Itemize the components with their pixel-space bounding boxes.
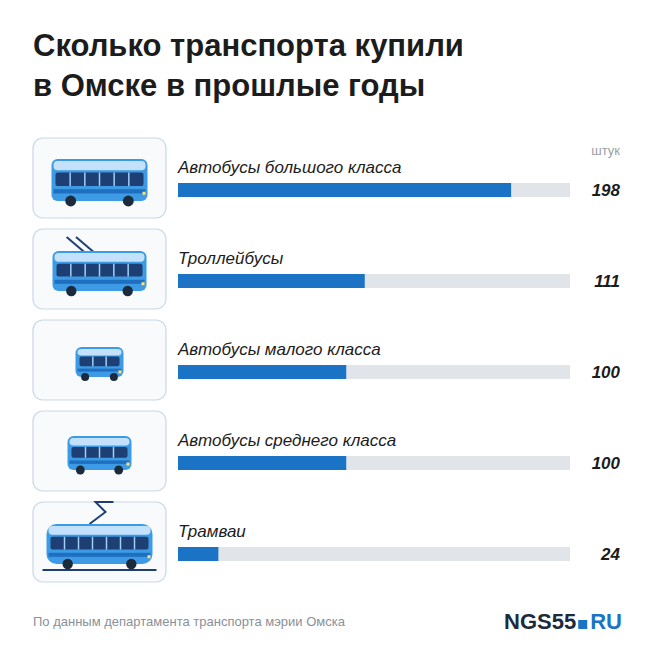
icon-roof: [70, 438, 130, 445]
icon-body: [68, 436, 132, 470]
logo-suffix: RU: [590, 609, 622, 634]
icon-body: [53, 251, 147, 291]
data-label: 100: [592, 363, 621, 382]
category-label: Автобусы малого класса: [177, 340, 381, 359]
icon-light: [142, 282, 145, 285]
icon-windows: [51, 537, 149, 550]
icon-wheel: [123, 286, 133, 296]
icon-window-sep: [70, 264, 72, 277]
icon: [33, 320, 166, 400]
icon-windows: [56, 172, 144, 185]
icon-window-sep: [127, 264, 129, 277]
icon-window-sep: [113, 264, 115, 277]
category-label: Автобусы среднего класса: [177, 431, 396, 450]
source: По данным департамента транспорта мэрии …: [33, 614, 346, 629]
icon-windows: [80, 357, 120, 367]
icon-window-sep: [99, 447, 101, 458]
icon-window-sep: [128, 172, 130, 185]
icon-window-sep: [113, 172, 115, 185]
icon-wheel: [76, 466, 85, 475]
icon-wheel: [62, 559, 72, 569]
bar: [178, 274, 365, 288]
icon-window-sep: [99, 172, 101, 185]
icon: [33, 229, 166, 309]
icon-wheel: [65, 196, 76, 207]
icon-stripe: [49, 553, 151, 557]
icon-wheel: [114, 466, 123, 475]
icon-light: [119, 370, 122, 373]
icon-wheel: [110, 373, 118, 381]
bar: [178, 456, 346, 470]
icon-window-sep: [134, 537, 136, 550]
bar: [178, 365, 346, 379]
icon-window-sep: [105, 357, 107, 367]
icon-pole: [76, 237, 95, 253]
icon: [33, 138, 166, 218]
chart: штук Автобусы большого класса 198 Троллейбу…: [0, 0, 656, 656]
logo: NGS55: [504, 609, 576, 634]
category-label: Трамваи: [178, 522, 246, 541]
icon-wheel: [66, 286, 76, 296]
icon-body: [52, 159, 148, 201]
bar-track: [178, 365, 570, 379]
icon-rail: [43, 569, 157, 571]
icon-window-sep: [92, 357, 94, 367]
icon-box: [33, 229, 166, 309]
data-label: 198: [592, 181, 621, 200]
icon-wheel: [123, 196, 134, 207]
data-label: 24: [600, 545, 620, 564]
bar-track: [178, 456, 570, 470]
icon-light: [148, 555, 151, 558]
icon-body: [47, 524, 153, 564]
icon-box: [33, 502, 166, 582]
bar-track: [178, 183, 570, 197]
logo-square: [578, 620, 587, 629]
icon-window-sep: [92, 537, 94, 550]
icon-roof: [54, 161, 146, 170]
data-label: 111: [594, 272, 620, 291]
icon: [33, 411, 166, 491]
icon-window-sep: [85, 447, 87, 458]
icon-box: [33, 138, 166, 218]
unit-label: штук: [591, 143, 620, 158]
bar-track: [178, 274, 570, 288]
icon-roof: [55, 253, 145, 262]
title: Сколько транспорта купили в Омске в прош…: [33, 26, 481, 106]
icon-window-sep: [84, 172, 86, 185]
icon-stripe: [70, 460, 130, 463]
icon-box: [33, 320, 166, 400]
icon-window-sep: [99, 264, 101, 277]
icon-window-sep: [84, 264, 86, 277]
icon-windows: [72, 447, 128, 458]
icon-window-sep: [106, 537, 108, 550]
icon-wheel: [126, 559, 136, 569]
icon-window-sep: [64, 537, 66, 550]
icon-roof: [49, 526, 151, 535]
bar: [178, 183, 511, 197]
icon-window-sep: [120, 537, 122, 550]
icon-body: [76, 347, 124, 377]
bar-track: [178, 547, 570, 561]
icon-pantograph: [90, 502, 114, 524]
icon-wheel: [81, 373, 89, 381]
bar: [178, 547, 218, 561]
category-label: Автобусы большого класса: [177, 158, 402, 177]
icon-stripe: [54, 189, 146, 193]
category-label: Троллейбусы: [178, 249, 284, 268]
icon-roof: [78, 349, 122, 356]
icon-window-sep: [69, 172, 71, 185]
icon-windows: [57, 264, 143, 277]
icon-pole: [67, 237, 86, 253]
icon: [33, 502, 166, 582]
icon-box: [33, 411, 166, 491]
icon-light: [127, 463, 130, 466]
data-label: 100: [592, 454, 621, 473]
icon-light: [143, 192, 146, 195]
bars: [178, 183, 511, 561]
icon-window-sep: [78, 537, 80, 550]
icon-stripe: [55, 280, 145, 284]
icon-stripe: [78, 369, 122, 372]
icon-window-sep: [113, 447, 115, 458]
